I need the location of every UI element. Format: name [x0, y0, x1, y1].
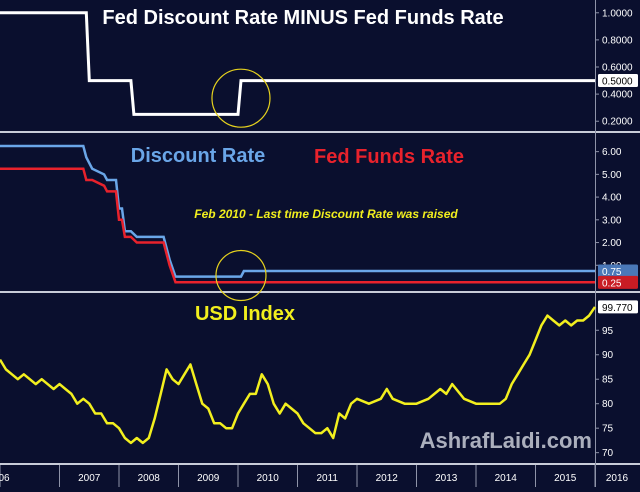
spread-last-value-box: [598, 74, 638, 88]
x-axis: 06 2007 2008 2009 2010 2011 2012 2013 2014 2015 20…: [0, 465, 629, 487]
spread-line: [0, 11, 595, 116]
y-tick-label: 0.2000: [602, 117, 633, 128]
x-tick-label: 2008: [138, 473, 161, 484]
usd-last-value-label: 99.770: [602, 303, 633, 314]
discount-rate-line: [0, 144, 595, 278]
legend-discount-rate: Discount Rate: [131, 145, 265, 167]
panel1-title: Fed Discount Rate MINUS Fed Funds Rate: [102, 7, 503, 29]
y-tick-label: 3.00: [602, 215, 622, 226]
y-tick-label: 85: [602, 375, 614, 386]
y-tick-label: 70: [602, 448, 614, 459]
panel-divider-3: [0, 463, 640, 465]
x-tick-label: 2013: [435, 473, 458, 484]
highlight-circles: [211, 68, 271, 302]
highlight-circle-spread: [211, 68, 271, 128]
funds-last-value-label: 0.25: [602, 278, 622, 289]
x-tick-label: 2011: [316, 473, 338, 484]
y-tick-label: 1.0000: [602, 8, 633, 19]
legend-fed-funds-rate: Fed Funds Rate: [314, 146, 464, 168]
discount-last-value-label: 0.75: [602, 267, 622, 278]
y-tick-label: 2.00: [602, 238, 622, 249]
y-tick-label: 75: [602, 424, 614, 435]
y-tick-label: 0.8000: [602, 35, 633, 46]
last-value-badges: 0.5000 0.750.25 99.770: [598, 74, 638, 314]
y-tick-label: 80: [602, 399, 614, 410]
annotation-feb-2010: Feb 2010 - Last time Discount Rate was r…: [194, 207, 458, 221]
x-tick-label: 2012: [376, 473, 399, 484]
usd-index-line: [0, 306, 597, 445]
x-tick-label: 2014: [495, 473, 518, 484]
y-tick-label: 6.00: [602, 147, 622, 158]
panel3-title: USD Index: [195, 303, 295, 325]
watermark: AshrafLaidi.com: [420, 428, 592, 453]
x-tick-label: 06: [0, 473, 10, 484]
panel-divider-1: [0, 131, 640, 133]
x-tick-label: 2009: [197, 473, 220, 484]
y-tick-label: 4.00: [602, 193, 622, 204]
x-tick-label: 2015: [554, 473, 577, 484]
x-tick-label: 2010: [257, 473, 280, 484]
y-tick-label: 0.4000: [602, 90, 633, 101]
y-tick-label: 5.00: [602, 170, 622, 181]
highlight-circle-rates: [215, 249, 267, 302]
series-lines: [0, 11, 597, 445]
x-tick-label: 2007: [78, 473, 101, 484]
x-tick-label: 2016: [606, 473, 629, 484]
y-tick-label: 95: [602, 326, 614, 337]
panel-divider-2: [0, 291, 640, 293]
discount-last-value-box: [598, 264, 638, 278]
y-tick-label: 90: [602, 350, 614, 361]
y-tick-label: 0.6000: [602, 63, 633, 74]
y-axis-ticks: 1.0000 0.8000 0.6000 0.4000 0.2000 6.00 5.00 4.…: [595, 8, 633, 459]
spread-last-value-label: 0.5000: [602, 77, 633, 88]
fed-funds-rate-line: [0, 167, 595, 284]
usd-last-value-box: [598, 300, 638, 314]
funds-last-value-box: [598, 275, 638, 289]
